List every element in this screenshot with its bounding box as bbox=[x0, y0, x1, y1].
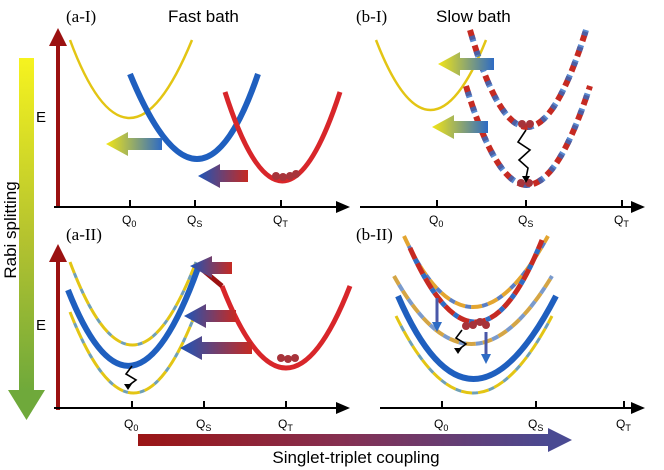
rabi-splitting-label: Rabi splitting bbox=[1, 181, 20, 278]
y-axis-label: E bbox=[36, 317, 46, 334]
tick-label: Q0 bbox=[124, 417, 138, 433]
tick-label: QS bbox=[528, 417, 543, 433]
panel-tag: (b-II) bbox=[356, 225, 393, 244]
singlet-triplet-label: Singlet-triplet coupling bbox=[272, 448, 439, 467]
panel-a2: (a-II) E Q0 QS QT bbox=[36, 225, 350, 433]
right-arrow-axis-icon bbox=[54, 401, 350, 414]
tick-label: QS bbox=[187, 213, 202, 229]
right-arrow-axis-icon bbox=[54, 200, 350, 213]
gradient-arrow-icon bbox=[438, 52, 494, 76]
population-dot-icon bbox=[272, 170, 300, 181]
y-axis-label: E bbox=[36, 109, 46, 126]
tick-label: QT bbox=[614, 213, 629, 229]
panel-title: Slow bath bbox=[436, 7, 511, 26]
tick-label: QT bbox=[278, 417, 293, 433]
tick-label: Q0 bbox=[434, 417, 448, 433]
right-arrow-axis-icon bbox=[380, 401, 645, 414]
panel-a1: (a-I) Fast bath E Q0 QS QT bbox=[36, 7, 350, 229]
tick-label: QT bbox=[273, 213, 288, 229]
right-arrow-axis-icon bbox=[360, 200, 645, 213]
panel-title: Fast bath bbox=[168, 7, 239, 26]
polariton-curve-yellow bbox=[376, 40, 486, 110]
zigzag-relaxation-icon bbox=[126, 366, 136, 386]
tick-label: QT bbox=[616, 417, 631, 433]
population-dot-icon bbox=[277, 354, 299, 363]
tick-label: Q0 bbox=[122, 213, 136, 229]
panel-tag: (a-II) bbox=[66, 225, 102, 244]
gradient-arrow-icon bbox=[180, 336, 252, 360]
up-arrow-axis-icon bbox=[49, 28, 67, 207]
zigzag-relaxation-icon bbox=[518, 130, 530, 178]
gradient-arrow-icon bbox=[198, 164, 248, 188]
lower-polariton-curve bbox=[70, 312, 196, 393]
up-arrow-axis-icon bbox=[49, 244, 67, 410]
tick-label: QS bbox=[518, 213, 533, 229]
tick-label: QS bbox=[196, 417, 211, 433]
tick-label: Q0 bbox=[429, 213, 443, 229]
gradient-arrow-icon bbox=[481, 332, 491, 364]
panel-tag: (a-I) bbox=[66, 7, 96, 26]
panel-b1: (b-I) Slow bath Q0 QS QT bbox=[356, 7, 645, 229]
gradient-arrow-icon bbox=[106, 132, 162, 156]
panel-b2: (b-II) Q0 QS QT bbox=[356, 225, 645, 433]
panel-tag: (b-I) bbox=[356, 7, 387, 26]
triplet-curve-red bbox=[225, 92, 340, 181]
